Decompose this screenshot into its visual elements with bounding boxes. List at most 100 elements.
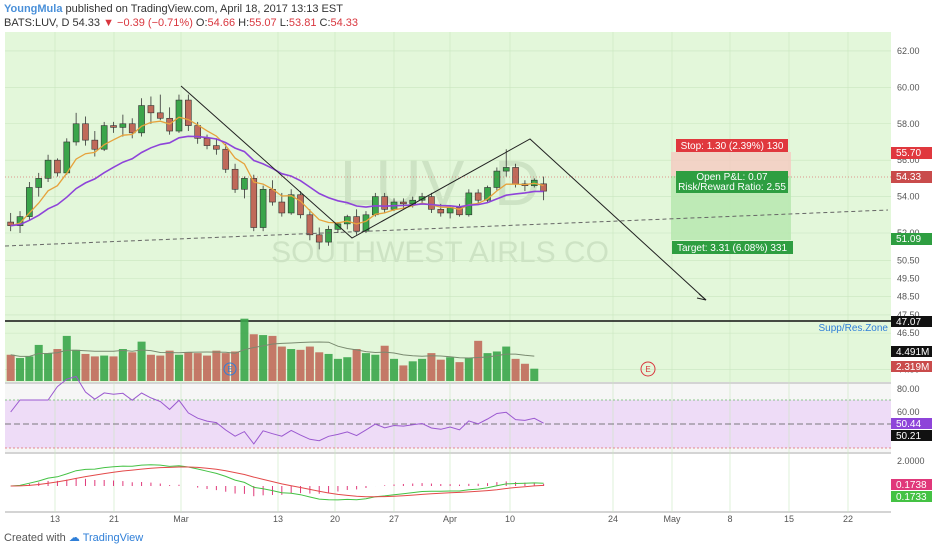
price-change: −0.39 (−0.71%) — [117, 17, 193, 29]
volume-bar — [212, 350, 221, 381]
candle-body — [334, 223, 342, 230]
time-tick-label: 24 — [608, 514, 618, 524]
open-value: 54.66 — [207, 17, 236, 29]
volume-bar — [361, 353, 370, 381]
candle-body — [315, 234, 323, 243]
volume-bar — [165, 350, 174, 381]
volume-bar — [118, 349, 127, 381]
candle-body — [259, 188, 267, 228]
volume-bar — [315, 352, 324, 381]
candle-body — [400, 201, 407, 205]
earnings-marker-1[interactable] — [223, 362, 237, 376]
support-price-value: 47.07 — [896, 317, 921, 328]
target-label-box — [672, 241, 793, 254]
ema-fast-line — [10, 116, 544, 227]
target-label: Target: 3.31 (6.08%) 331 — [677, 243, 788, 254]
candle-body — [119, 123, 127, 128]
price-tick-label: 54.00 — [897, 192, 920, 202]
support-price-tag — [891, 316, 932, 327]
time-tick-label: 8 — [727, 514, 732, 524]
price-tick-label: 49.50 — [897, 274, 920, 284]
target-price-tag — [891, 233, 932, 245]
macd-tag-1-value: 0.1738 — [896, 480, 927, 491]
volume-tag-1 — [891, 346, 932, 357]
volume-bar — [221, 353, 230, 381]
volume-bar — [53, 349, 62, 381]
volume-bar — [455, 362, 464, 381]
candle-body — [437, 209, 445, 214]
candle-body — [306, 214, 314, 236]
candle-body — [185, 99, 192, 126]
trendline-dashed[interactable] — [4, 209, 889, 247]
volume-bar — [399, 365, 408, 381]
candle-body — [540, 183, 547, 192]
macd-line — [10, 464, 544, 501]
volume-bar — [324, 353, 333, 381]
candle-body — [147, 105, 155, 114]
volume-bar — [343, 357, 352, 381]
volume-bar — [464, 358, 473, 381]
candle-body — [91, 139, 99, 150]
stop-label-box — [676, 139, 788, 152]
price-tick-label: 56.00 — [897, 155, 920, 165]
pnl-label: Open P&L: 0.07 — [696, 172, 768, 183]
price-tick-label: 48.50 — [897, 292, 920, 302]
candle-body — [343, 216, 351, 225]
footer-brand[interactable]: TradingView — [82, 532, 144, 544]
candle-body — [381, 196, 388, 210]
last-price-tag — [891, 171, 932, 183]
symbol-label: BATS:LUV, D — [4, 17, 70, 29]
candle-body — [7, 221, 14, 227]
candle-body — [297, 194, 304, 216]
price-axis-ticks: 44.5046.5047.5048.5049.5050.5052.0054.00… — [897, 46, 925, 466]
volume-bar — [137, 341, 146, 381]
candle-body — [54, 159, 61, 174]
grid-lines — [5, 32, 891, 512]
volume-tag-1-value: 4.491M — [896, 347, 929, 358]
candle-body — [138, 105, 145, 134]
time-tick-label: May — [663, 514, 681, 524]
rr-label: Risk/Reward Ratio: 2.55 — [678, 182, 786, 193]
volume-bar — [492, 351, 501, 381]
volume-bar — [520, 363, 529, 381]
volume-bar — [530, 368, 539, 381]
volume-tag-2 — [891, 361, 932, 372]
candle-body — [474, 192, 482, 201]
volume-bar — [352, 349, 361, 381]
candle-body — [493, 170, 501, 188]
candle-body — [325, 229, 332, 243]
rsi-tag-1 — [891, 418, 932, 429]
volume-bar — [146, 354, 155, 381]
macd-tag-2 — [891, 491, 932, 502]
candle-body — [175, 99, 183, 132]
volume-bar — [474, 340, 483, 381]
zigzag-projection[interactable] — [180, 85, 707, 301]
rsi-tick-label: 60.00 — [897, 407, 920, 417]
volume-bar — [62, 335, 71, 381]
rsi-tag-1-value: 50.44 — [896, 419, 921, 430]
earnings-marker-1-label: E — [227, 365, 232, 374]
candle-body — [231, 168, 239, 190]
candle-body — [156, 112, 164, 119]
candle-body — [72, 123, 80, 143]
author-name[interactable]: YoungMula — [4, 3, 63, 15]
macd-tag-1 — [891, 479, 932, 490]
rsi-tick-label: 80.00 — [897, 384, 920, 394]
volume-tag-2-value: 2.319M — [896, 362, 929, 373]
price-tick-label: 46.50 — [897, 328, 920, 338]
price-tick-label: 60.00 — [897, 82, 920, 92]
candle-body — [203, 138, 211, 146]
candle-body — [26, 187, 33, 217]
price-tick-label: 58.00 — [897, 119, 920, 129]
price-tick-label: 62.00 — [897, 46, 920, 56]
high-value: 55.07 — [249, 17, 277, 29]
low-value: 53.81 — [288, 17, 317, 29]
candle-body — [502, 167, 510, 172]
candle-body — [44, 159, 52, 179]
volume-bar — [287, 349, 296, 381]
earnings-marker-2[interactable] — [640, 361, 656, 377]
watermark-ticker: LUV, D — [340, 147, 540, 219]
volume-bar — [380, 345, 389, 381]
volume-bar — [34, 344, 43, 381]
